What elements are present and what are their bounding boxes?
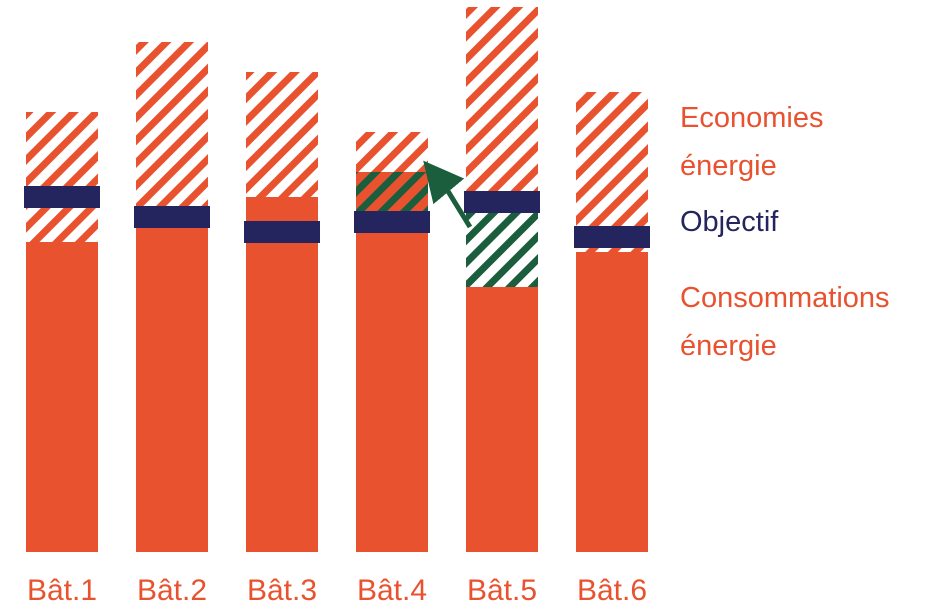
legend-savings-label-line1: Economies bbox=[680, 102, 824, 134]
savings-bar-bat-3 bbox=[246, 72, 318, 197]
savings-bar-bat-1 bbox=[26, 112, 98, 242]
objective-marker-bat-2 bbox=[134, 206, 210, 228]
x-tick-label-bat-3: Bât.3 bbox=[247, 574, 317, 607]
legend-item-consumption: Consommations énergie bbox=[680, 274, 890, 370]
legend-item-objective: Objectif bbox=[680, 198, 890, 246]
legend: Economies énergie Objectif Consommations… bbox=[680, 94, 890, 370]
objective-marker-bat-3 bbox=[244, 221, 320, 243]
x-axis-tick-labels: Bât.1 Bât.2 Bât.3 Bât.4 Bât.5 Bât.6 bbox=[27, 574, 647, 607]
legend-objective-label: Objectif bbox=[680, 206, 779, 238]
consumption-bar-bat-6 bbox=[576, 252, 648, 552]
consumption-bar-bat-2 bbox=[136, 212, 208, 552]
x-tick-label-bat-2: Bât.2 bbox=[137, 574, 207, 607]
transfer-arrow bbox=[423, 160, 473, 229]
x-tick-label-bat-6: Bât.6 bbox=[577, 574, 647, 607]
bars-layer bbox=[26, 7, 648, 552]
objective-marker-bat-5 bbox=[464, 191, 540, 213]
legend-consumption-label-line1: Consommations bbox=[680, 282, 890, 314]
objective-layer bbox=[24, 186, 650, 248]
objective-marker-bat-1 bbox=[24, 186, 100, 208]
consumption-bar-bat-5 bbox=[466, 287, 538, 552]
legend-savings-label-line2: énergie bbox=[680, 150, 777, 182]
consumption-bar-bat-4 bbox=[356, 172, 428, 552]
consumption-bar-bat-1 bbox=[26, 242, 98, 552]
legend-item-savings: Economies énergie bbox=[680, 94, 890, 190]
savings-bar-bat-2 bbox=[136, 42, 208, 212]
savings-bar-bat-6 bbox=[576, 92, 648, 252]
consumption-bar-bat-3 bbox=[246, 197, 318, 552]
objective-marker-bat-6 bbox=[574, 226, 650, 248]
objective-marker-bat-4 bbox=[354, 211, 430, 233]
legend-consumption-label-line2: énergie bbox=[680, 330, 777, 362]
x-tick-label-bat-5: Bât.5 bbox=[467, 574, 537, 607]
x-tick-label-bat-4: Bât.4 bbox=[357, 574, 427, 607]
savings-bar-bat-4 bbox=[356, 132, 428, 172]
x-tick-label-bat-1: Bât.1 bbox=[27, 574, 97, 607]
